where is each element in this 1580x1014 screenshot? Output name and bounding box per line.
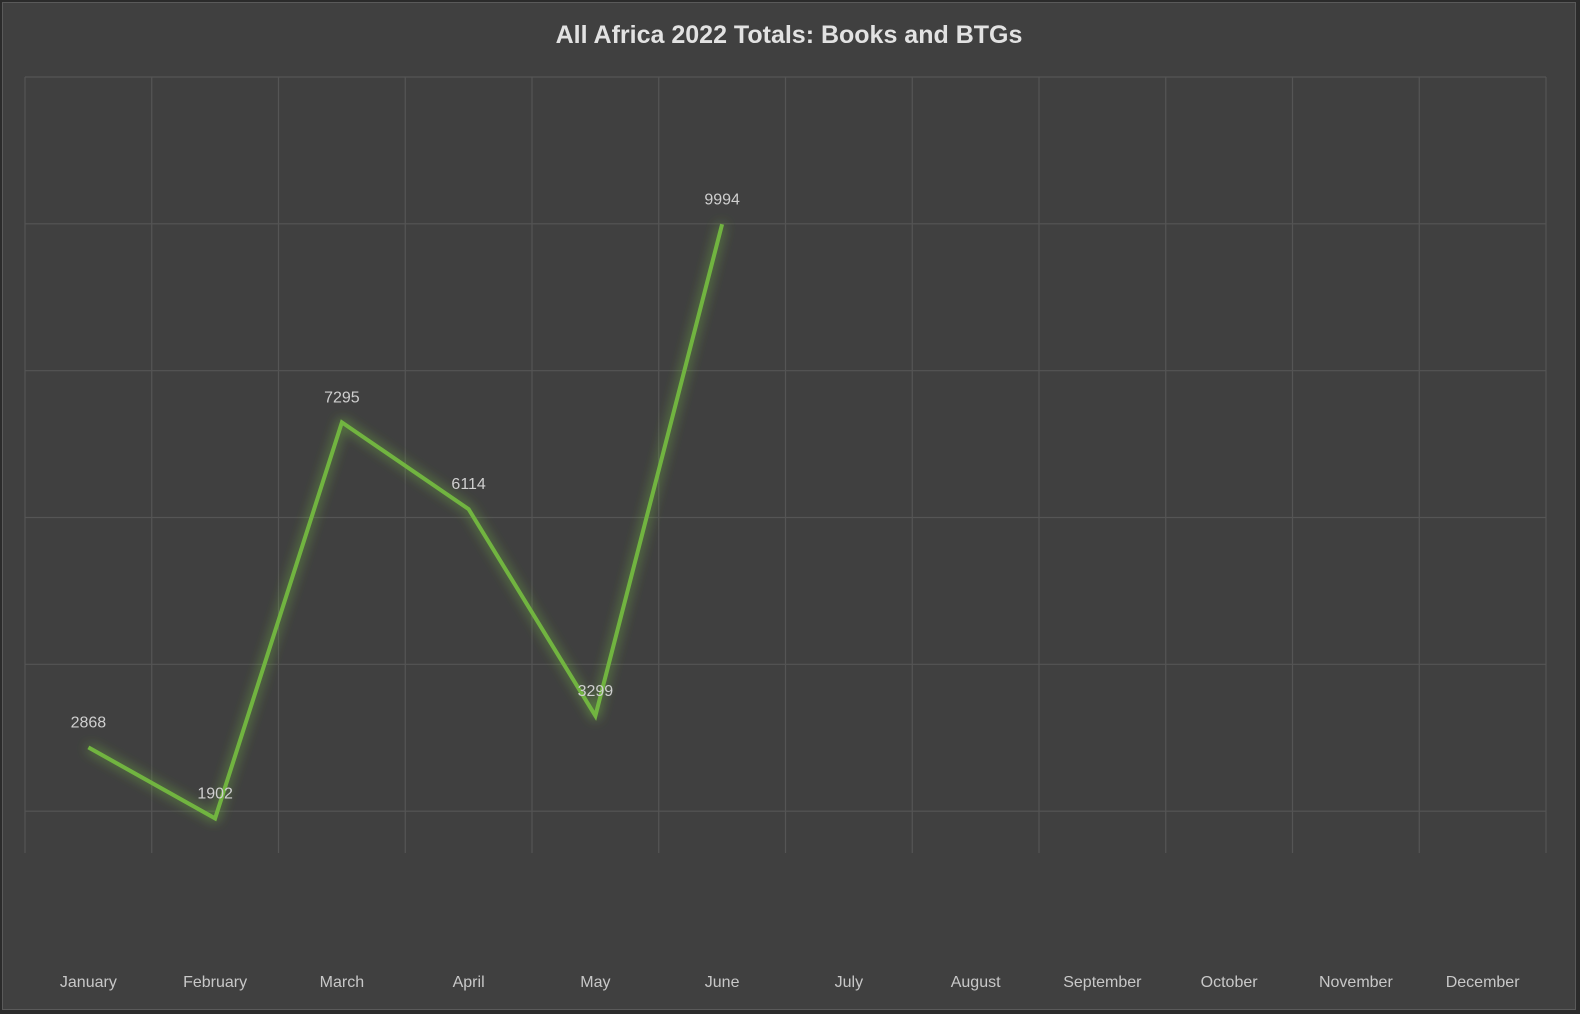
x-tick-label: June	[705, 974, 740, 991]
x-tick-label: August	[951, 974, 1001, 991]
x-tick-label: December	[1446, 974, 1520, 991]
series-line	[87, 223, 725, 822]
x-tick-label: May	[580, 974, 610, 991]
data-label: 2868	[71, 714, 107, 731]
x-tick-label: October	[1201, 974, 1259, 991]
data-label: 3299	[578, 683, 614, 700]
data-label: 6114	[451, 476, 486, 493]
series-layer	[87, 223, 725, 822]
x-tick-label: November	[1319, 974, 1393, 991]
data-label: 9994	[704, 191, 740, 208]
data-label: 1902	[197, 785, 233, 802]
data-labels: 2868 1902 7295 6114 3299 9994	[71, 191, 740, 802]
x-tick-label: September	[1063, 974, 1142, 991]
chart-title: All Africa 2022 Totals: Books and BTGs	[555, 21, 1023, 49]
x-tick-label: February	[183, 974, 247, 991]
x-tick-label: April	[453, 974, 485, 991]
data-label: 7295	[324, 389, 360, 406]
x-tick-label: January	[60, 974, 117, 991]
x-axis: January February March April May June July Augu…	[60, 974, 1520, 991]
x-tick-label: July	[835, 974, 863, 991]
gridlines	[24, 76, 1547, 853]
x-tick-label: March	[320, 974, 364, 991]
plot-area: 2868 1902 7295 6114 3299 9994 January February…	[24, 76, 1547, 991]
